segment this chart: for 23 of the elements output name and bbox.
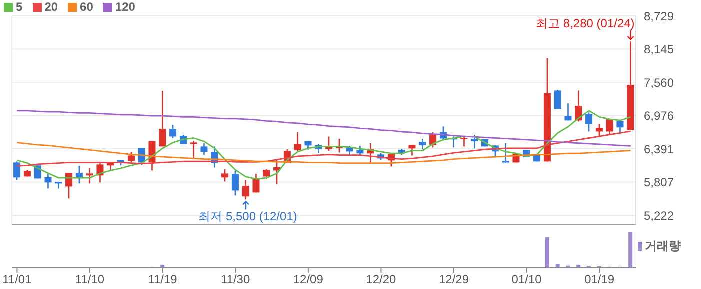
y-tick-label: 5,222 [644,208,674,223]
x-tick-label: 12/20 [366,272,397,287]
x-tick-label: 11/01 [2,272,32,287]
legend-label: 20 [44,0,58,14]
y-tick-label: 5,807 [644,175,674,190]
legend-label: 5 [16,0,23,14]
legend-label: 60 [80,0,94,14]
x-tick-label: 12/29 [438,272,470,287]
x-tick-label: 11/19 [148,272,178,287]
x-tick-label: 11/10 [75,272,105,287]
y-tick-label: 8,729 [644,9,674,24]
y-tick-label: 8,145 [644,42,674,56]
x-tick-label: 11/30 [221,272,250,287]
legend-label: 120 [115,0,136,14]
annotation: 최고 8,280 (01/24) [536,16,635,31]
x-tick-label: 01/10 [512,272,542,287]
y-tick-label: 6,391 [644,142,674,156]
y-tick-label: 6,976 [644,108,674,123]
legend-label: 거래량 [645,238,681,255]
annotation: 최저 5,500 (12/01) [198,210,298,224]
x-tick-label: 12/09 [293,272,324,287]
x-tick-label: 01/19 [584,272,615,287]
y-tick-label: 7,560 [644,76,674,90]
